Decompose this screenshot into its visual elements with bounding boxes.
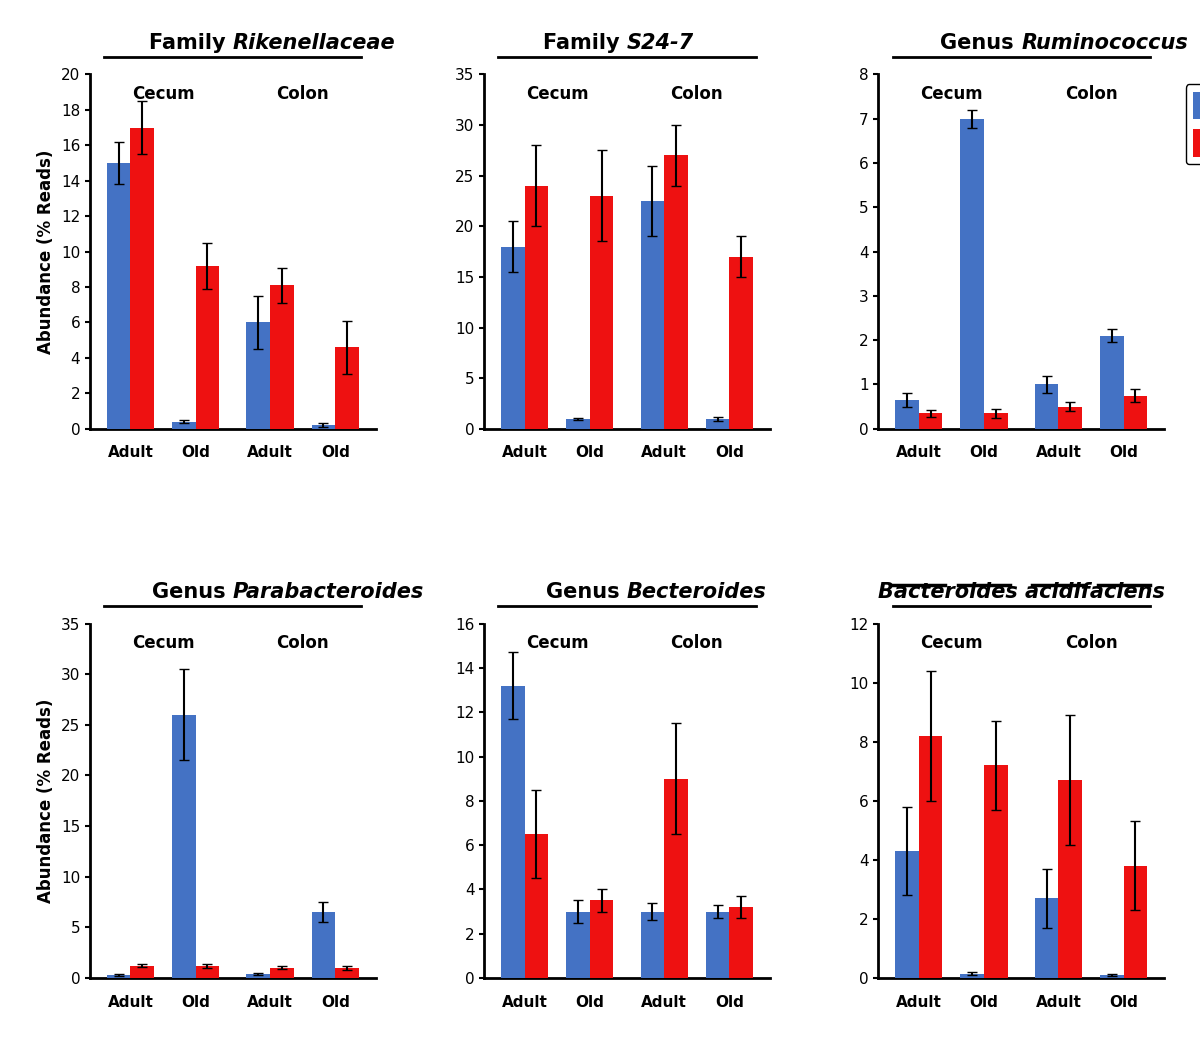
Text: Genus: Genus: [152, 583, 233, 603]
Bar: [1123, 395, 1147, 428]
Bar: [1058, 406, 1082, 428]
Legend: AL, DR: AL, DR: [1186, 84, 1200, 165]
Text: Genus: Genus: [546, 583, 628, 603]
Text: Cecum: Cecum: [132, 635, 194, 653]
Bar: [270, 285, 294, 428]
Text: Cecum: Cecum: [132, 85, 194, 103]
Bar: [984, 765, 1008, 978]
Text: Becteroides: Becteroides: [628, 583, 767, 603]
Bar: [895, 400, 919, 428]
Text: Colon: Colon: [276, 85, 329, 103]
Bar: [706, 419, 730, 428]
Bar: [566, 419, 589, 428]
Text: Cecum: Cecum: [920, 635, 983, 653]
Bar: [1100, 336, 1123, 428]
Bar: [246, 974, 270, 978]
Bar: [919, 414, 942, 428]
Bar: [665, 155, 688, 428]
Bar: [641, 201, 665, 428]
Bar: [524, 186, 548, 428]
Text: Colon: Colon: [671, 635, 724, 653]
Bar: [960, 974, 984, 978]
Text: Parabacteroides: Parabacteroides: [233, 583, 424, 603]
Bar: [641, 912, 665, 978]
Text: Bacteroides acidifaciens: Bacteroides acidifaciens: [877, 583, 1165, 603]
Bar: [919, 736, 942, 978]
Text: Family: Family: [544, 33, 628, 53]
Bar: [589, 196, 613, 428]
Bar: [1058, 780, 1082, 978]
Text: Family: Family: [149, 33, 233, 53]
Y-axis label: Abundance (% Reads): Abundance (% Reads): [37, 698, 55, 902]
Bar: [335, 348, 359, 428]
Bar: [500, 686, 524, 978]
Bar: [730, 256, 754, 428]
Bar: [1100, 975, 1123, 978]
Bar: [172, 714, 196, 978]
Bar: [246, 322, 270, 428]
Bar: [984, 414, 1008, 428]
Text: Colon: Colon: [671, 85, 724, 103]
Bar: [312, 425, 335, 428]
Text: S24-7: S24-7: [628, 33, 694, 53]
Text: Cecum: Cecum: [526, 635, 588, 653]
Bar: [335, 967, 359, 978]
Text: Colon: Colon: [1064, 85, 1117, 103]
Text: Rikenellaceae: Rikenellaceae: [233, 33, 396, 53]
Bar: [107, 163, 131, 428]
Bar: [730, 907, 754, 978]
Y-axis label: Abundance (% Reads): Abundance (% Reads): [37, 150, 55, 354]
Text: Cecum: Cecum: [526, 85, 588, 103]
Bar: [524, 834, 548, 978]
Text: Colon: Colon: [1064, 635, 1117, 653]
Bar: [566, 912, 589, 978]
Bar: [131, 128, 154, 428]
Bar: [895, 851, 919, 978]
Bar: [589, 900, 613, 978]
Bar: [1034, 385, 1058, 428]
Text: Colon: Colon: [276, 635, 329, 653]
Bar: [196, 266, 220, 428]
Bar: [1034, 898, 1058, 978]
Bar: [665, 778, 688, 978]
Bar: [131, 966, 154, 978]
Bar: [500, 247, 524, 428]
Bar: [706, 912, 730, 978]
Bar: [172, 422, 196, 428]
Bar: [312, 912, 335, 978]
Text: Cecum: Cecum: [920, 85, 983, 103]
Text: Ruminococcus: Ruminococcus: [1021, 33, 1188, 53]
Bar: [270, 967, 294, 978]
Bar: [196, 966, 220, 978]
Bar: [1123, 865, 1147, 978]
Bar: [107, 975, 131, 978]
Text: Genus: Genus: [941, 33, 1021, 53]
Bar: [960, 119, 984, 428]
